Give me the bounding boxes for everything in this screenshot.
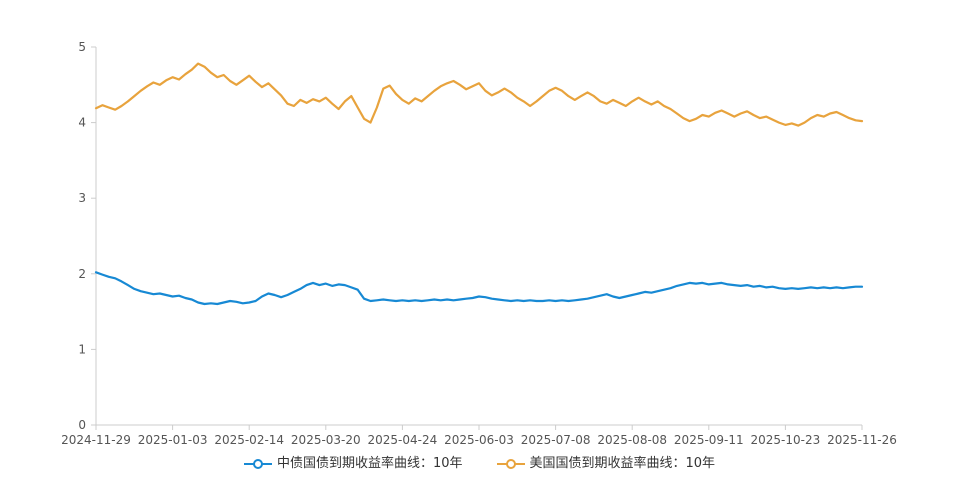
svg-text:0: 0 [78,418,86,432]
svg-text:2025-11-26: 2025-11-26 [827,433,897,447]
line-circle-marker-icon [243,458,272,470]
svg-text:2024-11-29: 2024-11-29 [61,433,131,447]
svg-text:1: 1 [78,342,86,356]
chart-legend: 中债国债到期收益率曲线：10年 美国国债到期收益率曲线：10年 [0,448,959,479]
svg-text:2025-09-11: 2025-09-11 [674,433,744,447]
legend-label-us-10y: 美国国债到期收益率曲线：10年 [529,456,716,471]
svg-text:2025-01-03: 2025-01-03 [138,433,208,447]
svg-text:2025-06-03: 2025-06-03 [444,433,514,447]
svg-text:2025-03-20: 2025-03-20 [291,433,361,447]
svg-text:5: 5 [78,40,86,54]
svg-text:4: 4 [78,116,86,130]
svg-text:2025-08-08: 2025-08-08 [597,433,667,447]
legend-item-us-10y[interactable]: 美国国债到期收益率曲线：10年 [496,456,716,471]
svg-text:2025-07-08: 2025-07-08 [521,433,591,447]
legend-item-china-10y[interactable]: 中债国债到期收益率曲线：10年 [243,456,463,471]
svg-text:2: 2 [78,267,86,281]
chart-plot-area[interactable]: 0 1 2 3 4 5 2024-11-29 2025-01-03 2025-02-14 2025… [0,0,959,448]
svg-text:3: 3 [78,191,86,205]
svg-text:2025-10-23: 2025-10-23 [751,433,821,447]
legend-label-china-10y: 中债国债到期收益率曲线：10年 [276,456,463,471]
svg-text:2025-02-14: 2025-02-14 [214,433,284,447]
line-circle-marker-icon [496,458,525,470]
svg-text:2025-04-24: 2025-04-24 [368,433,438,447]
